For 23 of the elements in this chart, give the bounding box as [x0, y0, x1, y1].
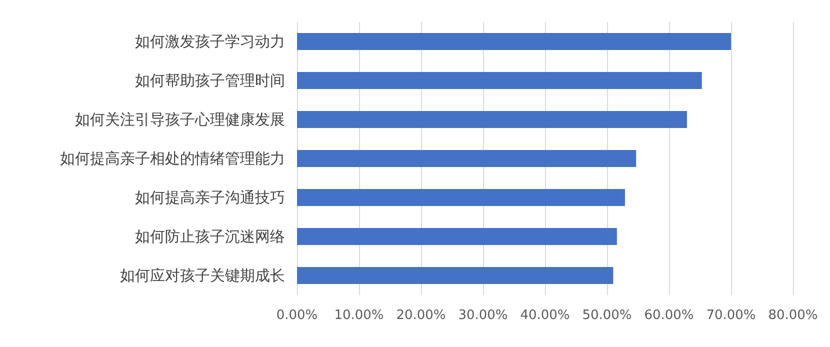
- y-tick-label: 如何提高亲子相处的情绪管理能力: [60, 150, 285, 168]
- bar: [297, 189, 625, 206]
- x-tick-label: 40.00%: [520, 308, 570, 323]
- x-tick-label: 60.00%: [644, 308, 694, 323]
- x-tick-label: 30.00%: [458, 308, 508, 323]
- y-tick-label: 如何关注引导孩子心理健康发展: [75, 110, 285, 128]
- y-tick-label: 如何激发孩子学习动力: [135, 32, 285, 50]
- x-tick-label: 0.00%: [276, 308, 318, 323]
- x-tick-label: 80.00%: [768, 308, 818, 323]
- y-tick-label: 如何防止孩子沉迷网络: [135, 228, 285, 246]
- bar: [297, 33, 731, 50]
- x-tick-label: 50.00%: [582, 308, 632, 323]
- bar: [297, 228, 617, 245]
- y-tick-label: 如何应对孩子关键期成长: [120, 266, 285, 284]
- bar: [297, 267, 614, 284]
- bar: [297, 150, 636, 167]
- y-tick-label: 如何提高亲子沟通技巧: [135, 188, 285, 206]
- y-tick-label: 如何帮助孩子管理时间: [135, 72, 285, 90]
- x-tick-label: 70.00%: [706, 308, 756, 323]
- bar: [297, 111, 687, 128]
- x-tick-label: 20.00%: [396, 308, 446, 323]
- x-tick-label: 10.00%: [334, 308, 384, 323]
- bar: [297, 72, 702, 89]
